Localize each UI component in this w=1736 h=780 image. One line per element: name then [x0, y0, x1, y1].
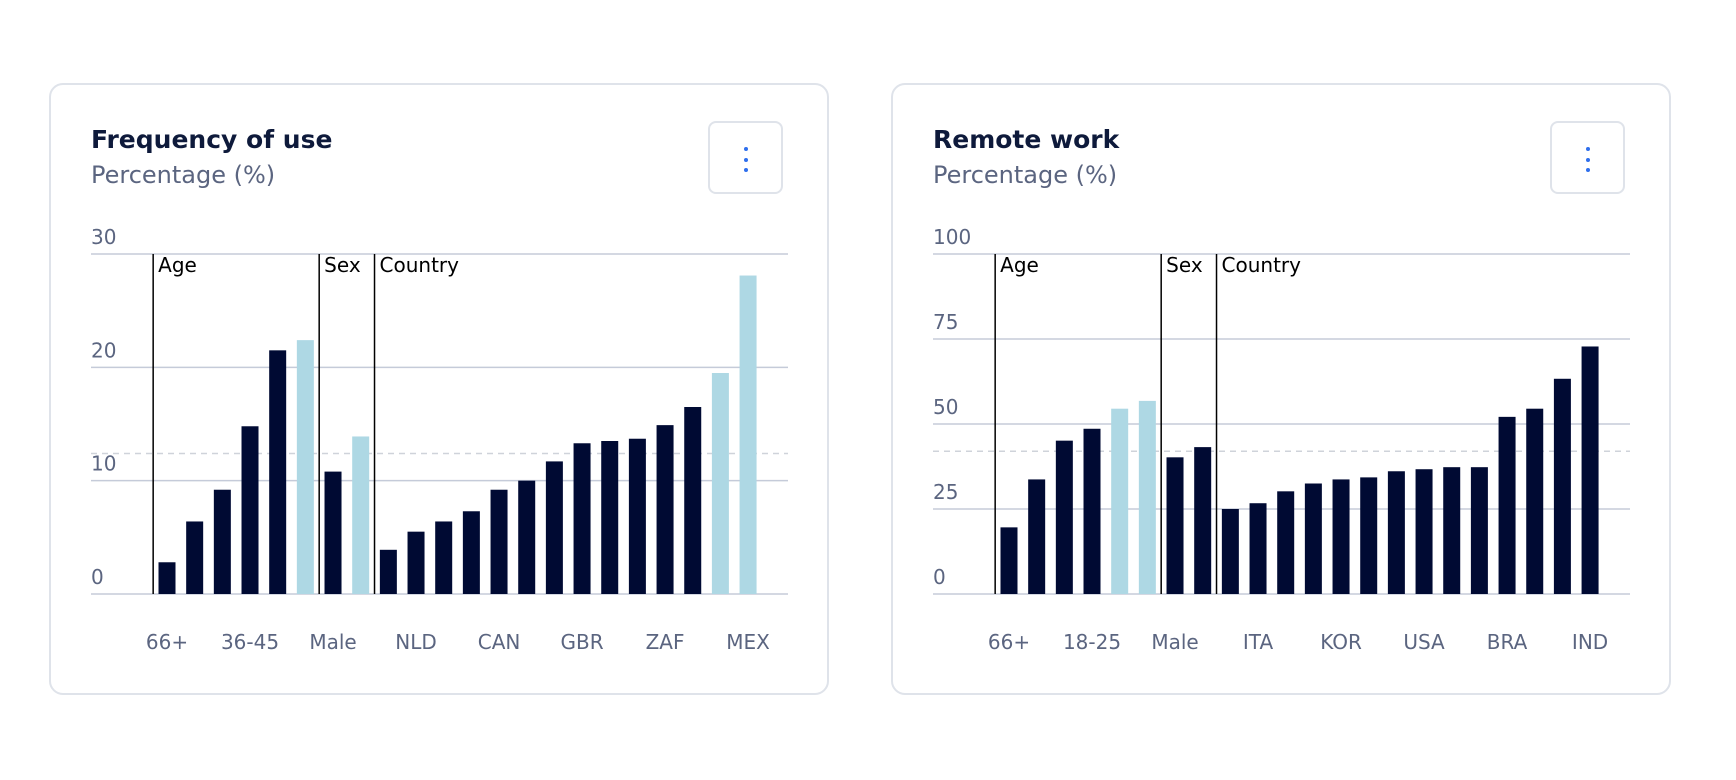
- bar: [324, 471, 342, 594]
- bar: [684, 407, 702, 594]
- bar: [1221, 509, 1239, 594]
- more-options-button[interactable]: [1550, 121, 1625, 194]
- x-tick-label: MEX: [726, 630, 770, 654]
- bar: [739, 275, 757, 594]
- bar: [1194, 447, 1212, 594]
- x-tick-label: KOR: [1320, 630, 1362, 654]
- bar: [241, 426, 259, 594]
- bar: [628, 438, 646, 594]
- bar: [1360, 477, 1378, 594]
- card-title: Remote work: [933, 125, 1120, 154]
- y-tick-label: 75: [933, 310, 958, 334]
- remote-work-chart: 0 25 50 75 100 66+ 18-25 Male ITA KOR USA BRA IND Age…: [933, 225, 1630, 654]
- x-tick-label: ITA: [1243, 630, 1274, 654]
- bar: [1304, 483, 1322, 594]
- bar: [352, 436, 370, 594]
- bar: [213, 489, 231, 594]
- y-tick-label: 100: [933, 225, 971, 249]
- x-tick-label: GBR: [560, 630, 603, 654]
- bar: [1387, 471, 1405, 594]
- bar: [1332, 479, 1350, 594]
- bar: [407, 531, 425, 594]
- bar: [1138, 400, 1156, 594]
- bar: [1083, 428, 1101, 594]
- x-tick-label: 66+: [146, 630, 188, 654]
- y-tick-label: 0: [933, 565, 946, 589]
- group-label: Age: [158, 253, 197, 277]
- frequency-of-use-chart: 0 10 20 30 66+ 36-45 Male NLD CAN GBR ZAF MEX Age Sex…: [91, 225, 788, 654]
- bar: [518, 480, 536, 594]
- x-tick-label: 36-45: [221, 630, 279, 654]
- frequency-of-use-card: 0 10 20 30 66+ 36-45 Male NLD CAN GBR ZAF MEX Age Sex…: [49, 83, 829, 695]
- y-tick-label: 50: [933, 395, 958, 419]
- card-subtitle: Percentage (%): [91, 161, 276, 189]
- x-tick-label: ZAF: [646, 630, 685, 654]
- bar: [711, 373, 729, 594]
- group-label: Country: [380, 253, 460, 277]
- bar: [1553, 378, 1571, 594]
- group-label: Sex: [1166, 253, 1203, 277]
- bar: [379, 549, 397, 594]
- remote-work-card: 0 25 50 75 100 66+ 18-25 Male ITA KOR USA BRA IND Age…: [891, 83, 1671, 695]
- card-title: Frequency of use: [91, 125, 333, 154]
- bar: [1470, 467, 1488, 594]
- group-label: Sex: [324, 253, 361, 277]
- bar: [158, 562, 176, 594]
- bar: [601, 441, 619, 594]
- bar: [435, 521, 453, 594]
- bar: [1526, 408, 1544, 594]
- bar: [1249, 503, 1267, 594]
- more-options-button[interactable]: [708, 121, 783, 194]
- x-tick-label: 18-25: [1063, 630, 1121, 654]
- bar: [1498, 416, 1516, 594]
- bar: [269, 350, 287, 594]
- x-tick-label: 66+: [988, 630, 1030, 654]
- bar: [186, 521, 204, 594]
- bar: [1277, 491, 1295, 594]
- x-tick-label: BRA: [1487, 630, 1528, 654]
- y-tick-label: 0: [91, 565, 104, 589]
- bar: [1028, 479, 1046, 594]
- x-tick-label: Male: [309, 630, 356, 654]
- bar: [1000, 527, 1018, 594]
- bar: [1055, 440, 1073, 594]
- x-tick-label: NLD: [395, 630, 437, 654]
- x-tick-label: Male: [1151, 630, 1198, 654]
- bar: [545, 461, 563, 594]
- bar: [656, 425, 674, 594]
- x-tick-label: IND: [1572, 630, 1608, 654]
- bar: [1443, 467, 1461, 594]
- y-tick-label: 10: [91, 452, 116, 476]
- x-tick-label: CAN: [478, 630, 521, 654]
- bar: [1415, 469, 1433, 594]
- bar: [490, 489, 508, 594]
- bar: [1166, 457, 1184, 594]
- y-tick-label: 20: [91, 338, 116, 362]
- bar: [573, 443, 591, 594]
- card-subtitle: Percentage (%): [933, 161, 1118, 189]
- y-tick-label: 25: [933, 480, 958, 504]
- group-label: Country: [1222, 253, 1302, 277]
- y-tick-label: 30: [91, 225, 116, 249]
- bar: [462, 511, 480, 594]
- bar: [1581, 346, 1599, 594]
- x-tick-label: USA: [1403, 630, 1445, 654]
- group-label: Age: [1000, 253, 1039, 277]
- bar: [296, 340, 314, 594]
- bar: [1111, 408, 1129, 594]
